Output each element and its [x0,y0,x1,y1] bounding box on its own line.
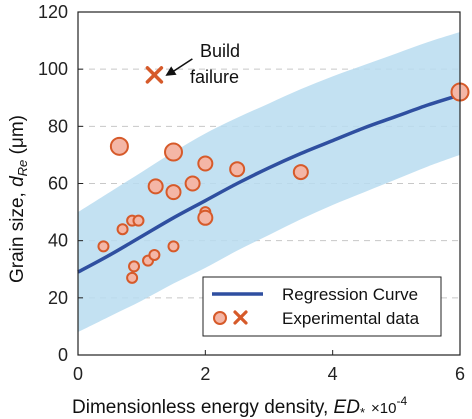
data-point-11 [165,184,182,201]
y-tick-label-0: 0 [58,345,68,365]
annotation-arrowhead [165,66,177,76]
legend-box [202,276,442,337]
annotation-line-2: failure [190,67,239,87]
regression-curve [77,93,461,274]
data-point-17 [229,161,246,178]
build-failure-marker [145,66,164,84]
data-point-14 [197,155,214,172]
data-point-0 [97,240,110,253]
data-point-10 [164,142,183,162]
confidence-band [78,32,460,333]
y-tick-label-20: 20 [48,288,68,308]
data-point-9 [147,178,164,195]
legend: Regression Curve Experimental data [202,276,442,337]
build-failure-annotation: Build failure [165,41,240,87]
legend-circle-swatch [213,311,227,325]
annotation-line-1: Build [200,41,240,61]
legend-experimental-label: Experimental data [282,309,420,328]
data-point-18 [292,164,309,181]
data-point-5 [128,260,141,273]
y-tick-label-60: 60 [48,174,68,194]
data-point-4 [132,214,145,227]
data-point-13 [184,175,201,192]
data-point-8 [148,248,161,261]
y-tick-label-40: 40 [48,231,68,251]
y-tick-label-80: 80 [48,116,68,136]
legend-regression-label: Regression Curve [282,285,418,304]
x-tick-label-0: 0 [73,364,83,384]
y-tick-label-120: 120 [38,2,68,22]
x-tick-label-2: 2 [200,364,210,384]
x-tick-label-6: 6 [455,364,465,384]
legend-x-swatch [233,310,248,325]
x-axis-label: Dimensionless energy density, ED* ×10-4 [72,394,407,419]
data-point-6 [126,271,139,284]
data-point-2 [116,223,129,236]
data-point-12 [167,240,180,253]
data-point-1 [109,136,129,156]
failure-point-0 [145,66,164,84]
experimental-points [97,82,470,284]
data-point-16 [197,209,214,226]
y-axis-label: Grain size, dRe (μm) [7,115,30,283]
x-tick-label-4: 4 [328,364,338,384]
y-tick-label-100: 100 [38,59,68,79]
